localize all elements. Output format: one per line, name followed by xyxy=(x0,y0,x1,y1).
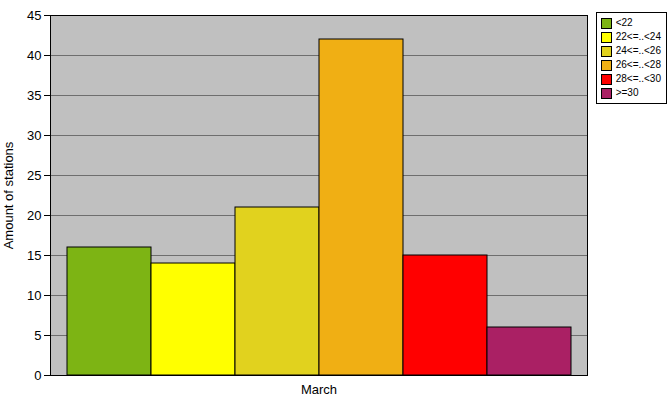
svg-text:5: 5 xyxy=(34,328,41,343)
svg-text:30: 30 xyxy=(27,128,41,143)
html-text:24<=..<26: 24<=..<26 xyxy=(615,45,661,56)
html-text:28<=..<30: 28<=..<30 xyxy=(615,73,661,84)
html-text:<22: <22 xyxy=(615,17,633,28)
svg-text:25: 25 xyxy=(27,168,41,183)
html-text:>=30: >=30 xyxy=(615,87,639,98)
svg-text:45: 45 xyxy=(27,8,41,23)
svg-text:15: 15 xyxy=(27,248,41,263)
svg-text:March: March xyxy=(301,382,337,397)
svg-text:0: 0 xyxy=(34,368,41,383)
html-text:26<=..<28: 26<=..<28 xyxy=(615,59,661,70)
svg-text:20: 20 xyxy=(27,208,41,223)
svg-text:40: 40 xyxy=(27,48,41,63)
svg-text:35: 35 xyxy=(27,88,41,103)
svg-text:10: 10 xyxy=(27,288,41,303)
svg-text:Amount of stations: Amount of stations xyxy=(1,141,16,249)
html-text:22<=..<24: 22<=..<24 xyxy=(615,31,661,42)
